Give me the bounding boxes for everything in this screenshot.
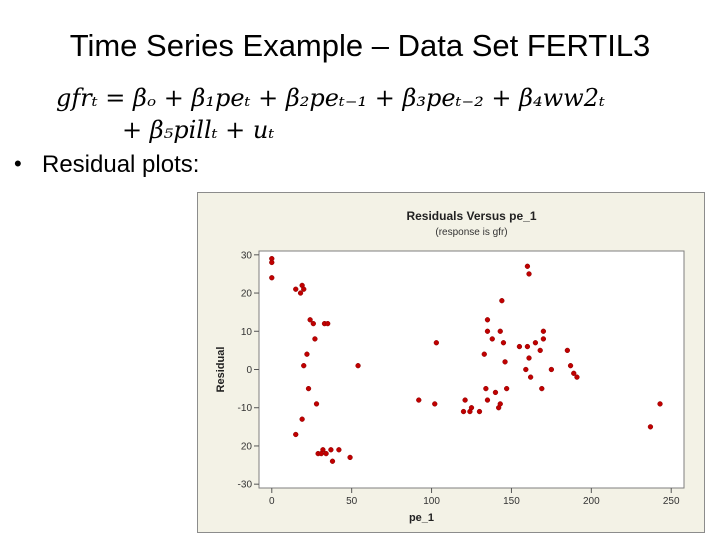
data-point (432, 401, 438, 407)
data-point (416, 397, 422, 403)
y-tick-label: 10 (241, 327, 253, 338)
data-point (532, 340, 539, 346)
data-point (524, 343, 531, 350)
data-point (500, 340, 507, 346)
data-point (497, 401, 503, 407)
x-tick-label: 100 (423, 496, 440, 507)
data-point (564, 347, 571, 354)
y-tick-label: 20 (241, 289, 253, 300)
data-point (489, 336, 495, 342)
data-point (433, 340, 439, 346)
data-point (312, 336, 318, 342)
data-point (492, 389, 499, 396)
data-point (504, 385, 510, 392)
data-point (460, 408, 467, 415)
data-point (484, 397, 491, 403)
data-point (539, 385, 545, 392)
data-point (310, 320, 316, 327)
data-point (567, 363, 574, 369)
data-point (325, 320, 331, 327)
x-tick-label: 250 (663, 496, 680, 507)
data-point (574, 374, 580, 380)
y-tick-label: 0 (246, 365, 252, 376)
data-point (571, 370, 577, 376)
data-point (301, 363, 307, 369)
data-point (540, 328, 547, 334)
data-point (305, 385, 312, 392)
chart-title: Residuals Versus pe_1 (406, 209, 536, 223)
bullet-residual-plots: Residual plots: (42, 151, 200, 178)
data-point (647, 424, 654, 430)
data-point (468, 405, 475, 411)
residual-plot-figure: Residuals Versus pe_1 (response is gfr) 30… (197, 192, 705, 533)
data-point (299, 416, 305, 422)
data-point (336, 447, 342, 453)
data-point (323, 450, 329, 457)
data-point (527, 374, 534, 380)
data-point (304, 351, 310, 357)
data-point (484, 317, 491, 323)
data-point (483, 385, 489, 392)
data-point (523, 366, 529, 373)
data-point (524, 263, 531, 269)
data-point (307, 317, 313, 323)
regression-equation-line-1: gfrₜ = βₒ + β₁peₜ + β₂peₜ₋₁ + β₃peₜ₋₂ + … (56, 84, 605, 112)
x-axis-label: pe_1 (409, 512, 434, 524)
x-tick-label: 200 (583, 496, 600, 507)
y-tick-label: -10 (238, 403, 253, 414)
data-point (313, 401, 320, 407)
bullet-marker: • (14, 151, 22, 176)
data-point (526, 355, 532, 361)
y-tick-label: 20 (241, 441, 253, 452)
y-axis-label: Residual (215, 347, 227, 393)
data-point (328, 447, 334, 453)
data-point (516, 343, 523, 350)
data-point (484, 328, 491, 334)
data-point (657, 401, 663, 407)
data-point (502, 359, 508, 365)
data-point (497, 328, 503, 334)
data-point (476, 408, 483, 415)
data-point (329, 458, 336, 464)
data-point (548, 366, 555, 373)
data-point (269, 259, 275, 266)
data-point (540, 336, 547, 342)
data-point (526, 271, 532, 277)
data-point (355, 363, 361, 369)
regression-equation-line-2: + β₅pillₜ + uₜ (122, 116, 275, 144)
slide-title: Time Series Example – Data Set FERTIL3 (69, 28, 651, 63)
x-tick-label: 50 (346, 496, 358, 507)
data-point (297, 290, 304, 296)
data-point (301, 286, 307, 292)
data-point (499, 298, 505, 304)
data-point (269, 275, 275, 281)
y-tick-label: -30 (238, 480, 253, 491)
data-point (318, 450, 324, 457)
data-point (481, 351, 487, 357)
y-tick-label: 30 (241, 250, 253, 261)
data-point (293, 431, 299, 438)
data-point (462, 397, 468, 403)
residual-scatter-chart: Residuals Versus pe_1 (response is gfr) 30… (215, 209, 685, 524)
x-tick-label: 150 (503, 496, 520, 507)
x-tick-label: 0 (269, 496, 275, 507)
data-point (537, 347, 543, 354)
data-point (293, 286, 299, 292)
chart-subtitle: (response is gfr) (435, 227, 507, 238)
data-point (347, 454, 353, 461)
